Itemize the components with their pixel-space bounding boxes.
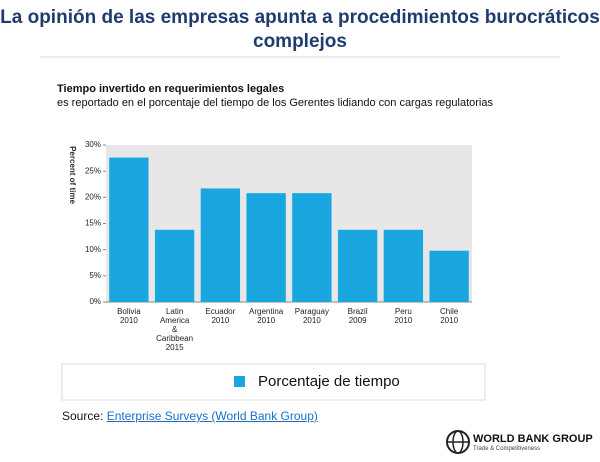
bar [200,188,241,302]
chart-title: Tiempo invertido en requerimientos legal… [57,83,285,95]
source: Source: Enterprise Surveys (World Bank G… [62,409,318,423]
bar [292,193,332,302]
chart-subtitle: es reportado en el porcentaje del tiempo… [57,97,493,109]
legend-box [61,363,486,401]
y-tick-label: 30% [85,140,101,149]
bar [429,250,469,302]
bar [383,229,424,302]
logo-globe [446,430,470,454]
bar [109,157,149,302]
x-tick-label: Brazil 2009 [347,307,368,325]
x-tick-label: Chile 2010 [440,307,459,325]
x-tick-label: Latin America & Caribbean 2015 [156,307,194,352]
x-tick-label: Argentina 2010 [249,307,284,325]
logo-tagline: Trade & Competitiveness [473,446,541,452]
bar [154,229,195,302]
logo-name: WORLD BANK GROUP [473,433,593,445]
source-label: Source: [62,409,104,423]
y-tick-label: 0% [89,297,101,306]
y-tick-label: 15% [85,219,101,228]
y-tick-label: 25% [85,166,101,175]
bar [246,193,286,302]
y-tick-label: 10% [85,245,101,254]
y-axis-label: Percent of time [68,146,77,204]
legend-swatch [234,376,245,387]
legend-label: Porcentaje de tiempo [258,373,400,390]
x-tick-label: Ecuador 2010 [205,307,236,325]
x-tick-label: Paraguay 2010 [294,307,329,325]
y-tick-label: 5% [89,271,101,280]
bar [337,229,378,302]
y-tick-label: 20% [85,192,101,201]
x-tick-label: Peru 2010 [394,307,413,325]
x-tick-label: Bolivia 2010 [117,307,141,325]
source-link[interactable]: Enterprise Surveys (World Bank Group) [106,409,318,423]
slide-title: La opinión de las empresas apunta a proc… [0,7,600,52]
